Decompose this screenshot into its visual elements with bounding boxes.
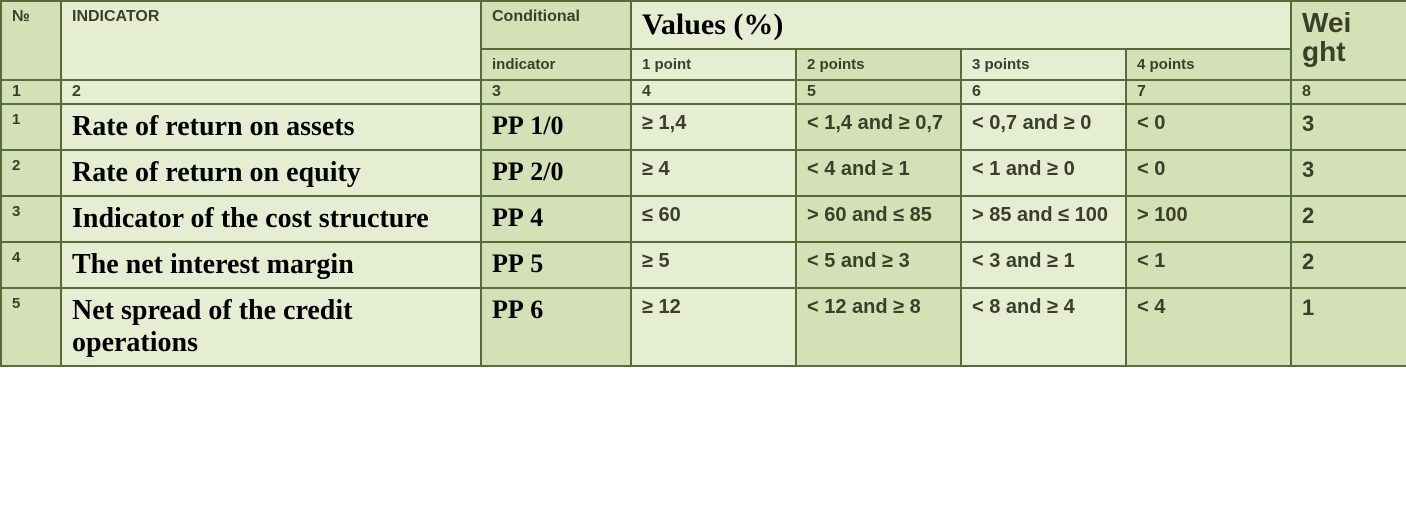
- row-number: 2: [1, 150, 61, 196]
- colnum-1: 1: [1, 80, 61, 104]
- header-num: №: [1, 1, 61, 80]
- row-4points: < 1: [1126, 242, 1291, 288]
- header-weight: Weight: [1291, 1, 1406, 80]
- row-conditional: РР 1/0: [481, 104, 631, 150]
- colnum-5: 5: [796, 80, 961, 104]
- row-3points: < 1 and ≥ 0: [961, 150, 1126, 196]
- row-1point: ≤ 60: [631, 196, 796, 242]
- table-row: 2 Rate of return on equity РР 2/0 ≥ 4 < …: [1, 150, 1406, 196]
- colnum-2: 2: [61, 80, 481, 104]
- table-row: 1 Rate of return on assets РР 1/0 ≥ 1,4 …: [1, 104, 1406, 150]
- row-2points: < 4 and ≥ 1: [796, 150, 961, 196]
- row-weight: 2: [1291, 196, 1406, 242]
- row-conditional: РР 5: [481, 242, 631, 288]
- row-indicator: Rate of return on assets: [61, 104, 481, 150]
- row-4points: < 0: [1126, 104, 1291, 150]
- row-number: 1: [1, 104, 61, 150]
- colnum-6: 6: [961, 80, 1126, 104]
- indicators-table: № INDICATOR Conditional Values (%) Weigh…: [0, 0, 1406, 367]
- row-2points: < 12 and ≥ 8: [796, 288, 961, 366]
- row-number: 4: [1, 242, 61, 288]
- table-row: 5 Net spread of the credit operations РР…: [1, 288, 1406, 366]
- row-number: 3: [1, 196, 61, 242]
- header-4points: 4 points: [1126, 49, 1291, 80]
- row-weight: 3: [1291, 150, 1406, 196]
- row-1point: ≥ 4: [631, 150, 796, 196]
- row-conditional: РР 4: [481, 196, 631, 242]
- row-1point: ≥ 1,4: [631, 104, 796, 150]
- row-3points: < 0,7 and ≥ 0: [961, 104, 1126, 150]
- row-indicator: Net spread of the credit operations: [61, 288, 481, 366]
- table-row: 4 The net interest margin РР 5 ≥ 5 < 5 a…: [1, 242, 1406, 288]
- row-4points: > 100: [1126, 196, 1291, 242]
- header-1point: 1 point: [631, 49, 796, 80]
- table-row: 3 Indicator of the cost structure РР 4 ≤…: [1, 196, 1406, 242]
- header-3points: 3 points: [961, 49, 1126, 80]
- row-weight: 2: [1291, 242, 1406, 288]
- header-values: Values (%): [631, 1, 1291, 49]
- row-conditional: РР 2/0: [481, 150, 631, 196]
- colnum-3: 3: [481, 80, 631, 104]
- row-3points: < 3 and ≥ 1: [961, 242, 1126, 288]
- row-number: 5: [1, 288, 61, 366]
- colnum-4: 4: [631, 80, 796, 104]
- header-indicator: INDICATOR: [61, 1, 481, 80]
- header-sub-indicator: indicator: [481, 49, 631, 80]
- row-1point: ≥ 12: [631, 288, 796, 366]
- row-2points: < 1,4 and ≥ 0,7: [796, 104, 961, 150]
- colnum-7: 7: [1126, 80, 1291, 104]
- row-4points: < 0: [1126, 150, 1291, 196]
- colnum-8: 8: [1291, 80, 1406, 104]
- row-indicator: Rate of return on equity: [61, 150, 481, 196]
- row-weight: 3: [1291, 104, 1406, 150]
- row-3points: > 85 and ≤ 100: [961, 196, 1126, 242]
- header-2points: 2 points: [796, 49, 961, 80]
- row-indicator: Indicator of the cost structure: [61, 196, 481, 242]
- row-3points: < 8 and ≥ 4: [961, 288, 1126, 366]
- row-indicator: The net interest margin: [61, 242, 481, 288]
- row-weight: 1: [1291, 288, 1406, 366]
- row-2points: < 5 and ≥ 3: [796, 242, 961, 288]
- row-conditional: РР 6: [481, 288, 631, 366]
- header-conditional: Conditional: [481, 1, 631, 49]
- row-2points: > 60 and ≤ 85: [796, 196, 961, 242]
- row-4points: < 4: [1126, 288, 1291, 366]
- row-1point: ≥ 5: [631, 242, 796, 288]
